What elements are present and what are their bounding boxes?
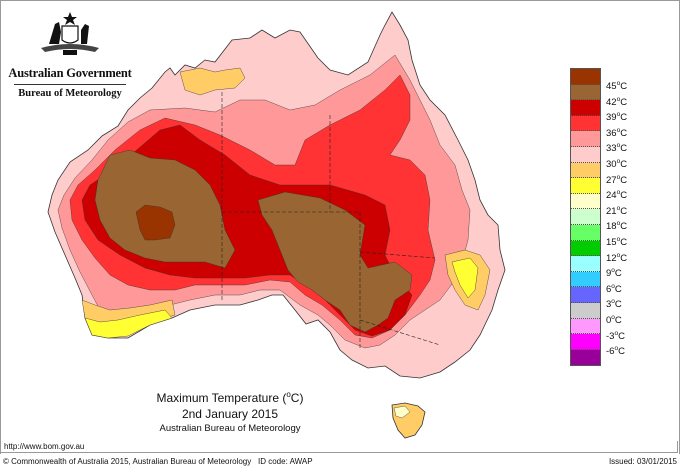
legend-label: 45oC — [606, 80, 628, 93]
legend-swatch — [571, 193, 600, 210]
legend-labels: 45oC 42oC 39oC 36oC 33oC 30oC 27oC 24oC … — [606, 76, 627, 357]
legend-label: 0oC — [606, 313, 622, 327]
website-url[interactable]: http://www.bom.gov.au — [0, 441, 678, 453]
australia-temperature-map — [47, 11, 506, 439]
logo-divider — [14, 84, 126, 85]
footer: © Commonwealth of Australia 2015, Austra… — [0, 456, 680, 467]
legend-label: 36oC — [606, 126, 628, 139]
legend-label: -6oC — [606, 345, 625, 358]
legend-swatch — [571, 256, 600, 272]
map-date: 2nd January 2015 — [181, 407, 279, 421]
copyright-text: © Commonwealth of Australia 2015, Austra… — [3, 457, 252, 466]
legend-label: 24oC — [606, 189, 628, 202]
legend-label: 30oC — [606, 157, 628, 171]
zone-27-nt — [179, 67, 246, 96]
legend-label: -3oC — [606, 329, 625, 342]
legend-swatch — [571, 84, 600, 101]
legend-label: 6oC — [606, 282, 622, 295]
legend-swatch — [571, 302, 600, 319]
legend-color-bar — [570, 68, 601, 367]
legend-label: 15oC — [606, 235, 628, 249]
legend-label: 39oC — [606, 111, 628, 124]
legend-label: 33oC — [606, 142, 628, 155]
legend-swatch — [571, 209, 600, 225]
legend-label: 12oC — [606, 251, 628, 264]
map-title: Maximum Temperature (oC) — [156, 390, 304, 405]
coat-of-arms-icon — [41, 12, 99, 55]
zone-42-central — [257, 191, 413, 333]
tasmania-zone-21 — [393, 405, 411, 419]
legend-swatch — [571, 287, 600, 303]
zone-45 — [135, 204, 176, 241]
government-name: Australian Government — [8, 66, 132, 80]
zone-24-southwest — [84, 309, 173, 339]
map-organisation: Australian Bureau of Meteorology — [159, 423, 301, 434]
legend-swatch — [571, 146, 600, 163]
bureau-name: Bureau of Meteorology — [18, 88, 122, 99]
legend-swatch — [571, 69, 600, 85]
state-borders — [221, 92, 441, 350]
legend-label: 21oC — [606, 204, 628, 217]
legend-swatch — [571, 131, 600, 147]
legend-swatch — [571, 115, 600, 132]
issued-date: Issued: 03/01/2015 — [608, 457, 677, 466]
government-logo: Australian Government Bureau of Meteorol… — [8, 10, 132, 99]
legend-swatch — [571, 349, 600, 366]
zone-24-nsw — [451, 257, 479, 299]
legend-label: 27oC — [606, 173, 628, 186]
legend-label: 42oC — [606, 95, 628, 108]
temperature-legend: 45oC 42oC 39oC 36oC 33oC 30oC 27oC 24oC … — [570, 68, 627, 367]
legend-label: 9oC — [606, 267, 622, 280]
id-code: ID code: AWAP — [258, 457, 313, 466]
legend-swatch — [571, 271, 600, 288]
legend-swatch — [571, 318, 600, 335]
legend-swatch — [571, 178, 600, 194]
legend-label: 3oC — [606, 298, 622, 311]
legend-swatch — [571, 100, 600, 116]
legend-swatch — [571, 334, 600, 350]
legend-swatch — [571, 224, 600, 241]
url-link[interactable]: http://www.bom.gov.au — [4, 442, 85, 451]
map-caption: Maximum Temperature (oC) 2nd January 201… — [130, 387, 330, 435]
legend-swatch — [571, 240, 600, 257]
legend-swatch — [571, 162, 600, 179]
legend-label: 18oC — [606, 220, 628, 233]
